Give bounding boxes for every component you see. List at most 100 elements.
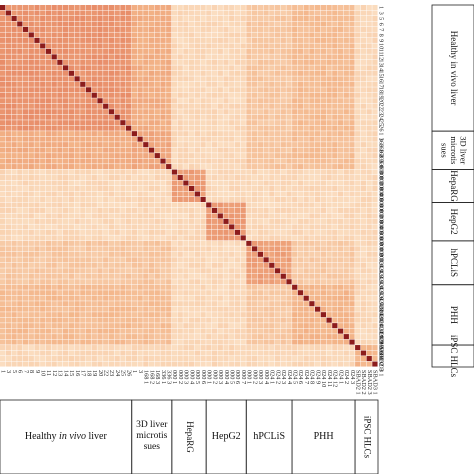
heatmap-cell	[45, 207, 52, 213]
heatmap-cell	[303, 5, 309, 11]
heatmap-cell	[206, 328, 212, 334]
heatmap-cell	[246, 328, 252, 334]
heatmap-cell	[246, 120, 252, 126]
heatmap-cell	[194, 136, 201, 142]
heatmap-cell	[320, 21, 327, 27]
heatmap-cell	[183, 59, 189, 65]
heatmap-cell	[57, 295, 63, 301]
heatmap-cell	[349, 21, 355, 27]
heatmap-cell	[137, 301, 143, 307]
heatmap-cell	[143, 81, 149, 87]
heatmap-cell	[297, 339, 304, 345]
heatmap-cell	[40, 10, 46, 16]
heatmap-cell	[131, 180, 138, 186]
heatmap-cell	[143, 229, 149, 235]
heatmap-cell	[148, 295, 155, 301]
heatmap-cell	[315, 213, 321, 219]
heatmap-cell	[303, 273, 309, 279]
heatmap-cell	[131, 54, 138, 60]
heatmap-cell	[189, 279, 195, 285]
heatmap-cell	[17, 125, 23, 131]
heatmap-cell	[240, 147, 246, 153]
heatmap-cell	[263, 180, 269, 186]
heatmap-cell	[274, 43, 281, 49]
heatmap-cell	[337, 262, 344, 268]
heatmap-cell	[154, 251, 160, 257]
heatmap-cell	[22, 65, 29, 71]
heatmap-cell	[80, 21, 86, 27]
heatmap-cell	[229, 186, 235, 192]
heatmap-cell	[91, 43, 97, 49]
heatmap-cell	[68, 147, 75, 153]
heatmap-cell	[85, 26, 92, 32]
heatmap-cell	[17, 279, 23, 285]
heatmap-cell	[217, 147, 223, 153]
heatmap-cell	[355, 43, 361, 49]
heatmap-cell	[63, 136, 69, 142]
heatmap-cell	[240, 114, 246, 120]
heatmap-cell	[108, 136, 115, 142]
heatmap-cell	[240, 186, 246, 192]
heatmap-cell	[160, 65, 166, 71]
heatmap-cell	[171, 345, 178, 351]
heatmap-cell	[68, 312, 75, 318]
heatmap-cell	[103, 240, 109, 246]
heatmap-cell	[63, 323, 69, 329]
row-label: 14	[378, 65, 385, 72]
heatmap-cell	[143, 235, 149, 241]
heatmap-cell	[269, 356, 275, 362]
heatmap-cell	[337, 87, 344, 93]
heatmap-cell	[332, 103, 338, 109]
heatmap-cell	[315, 65, 321, 71]
heatmap-cell	[91, 229, 97, 235]
row-label: 000 2	[378, 242, 385, 256]
heatmap-cell	[154, 284, 160, 290]
heatmap-cell	[263, 229, 269, 235]
heatmap-cell	[240, 268, 246, 274]
heatmap-cell	[360, 317, 367, 323]
heatmap-cell	[343, 334, 349, 340]
heatmap-cell	[200, 76, 206, 82]
heatmap-cell	[28, 164, 34, 170]
heatmap-cell	[177, 290, 183, 296]
heatmap-cell	[40, 48, 46, 54]
heatmap-cell	[280, 103, 286, 109]
heatmap-cell	[148, 246, 155, 252]
heatmap-cell	[240, 229, 246, 235]
heatmap-cell	[355, 76, 361, 82]
heatmap-cell	[17, 356, 23, 362]
heatmap-cell	[97, 103, 103, 109]
heatmap-cell	[246, 26, 252, 32]
heatmap-cell	[366, 295, 372, 301]
heatmap-cell	[343, 224, 349, 230]
group-label-right: sues	[440, 143, 450, 158]
heatmap-cell	[246, 334, 252, 340]
heatmap-cell	[315, 251, 321, 257]
heatmap-cell	[315, 191, 321, 197]
heatmap-cell	[234, 142, 241, 148]
heatmap-cell	[349, 37, 355, 43]
heatmap-cell	[0, 136, 6, 142]
column-label: 000 5	[194, 370, 201, 384]
heatmap-cell	[28, 268, 34, 274]
heatmap-cell	[349, 339, 355, 345]
heatmap-cell	[343, 15, 349, 21]
heatmap-cell	[211, 229, 218, 235]
heatmap-cell	[309, 317, 315, 323]
heatmap-cell	[360, 153, 367, 159]
heatmap-cell	[252, 196, 258, 202]
heatmap-cell	[68, 175, 75, 181]
heatmap-cell	[120, 81, 126, 87]
heatmap-cell	[57, 43, 63, 49]
heatmap-cell	[194, 246, 201, 252]
heatmap-cell	[337, 229, 344, 235]
heatmap-cell	[234, 251, 241, 257]
heatmap-cell	[372, 218, 378, 224]
heatmap-cell	[263, 251, 269, 257]
heatmap-cell	[91, 295, 97, 301]
heatmap-cell	[143, 120, 149, 126]
heatmap-cell	[80, 306, 86, 312]
heatmap-cell	[171, 164, 178, 170]
heatmap-cell	[332, 334, 338, 340]
heatmap-cell	[160, 295, 166, 301]
